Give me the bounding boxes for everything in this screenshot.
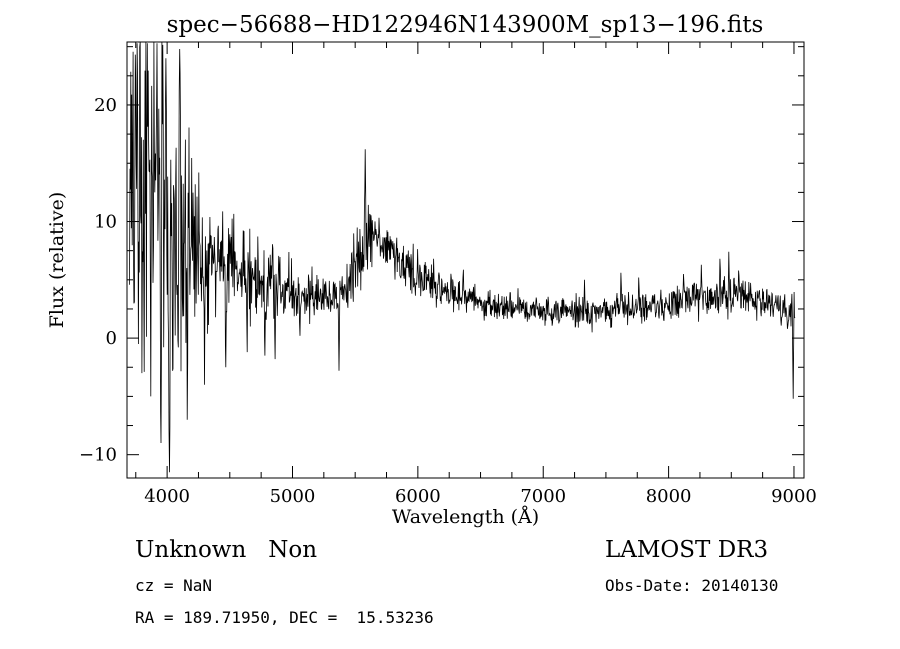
- y-tick-label: −10: [79, 445, 117, 466]
- x-tick-label: 7000: [520, 486, 566, 507]
- x-tick-label: 5000: [270, 486, 316, 507]
- x-tick-label: 6000: [395, 486, 441, 507]
- cz-value-text: cz = NaN: [135, 576, 213, 595]
- x-tick-label: 4000: [144, 486, 190, 507]
- survey-name-text: LAMOST DR3: [605, 537, 769, 563]
- y-tick-label: 0: [106, 328, 117, 349]
- y-tick-label: 20: [94, 95, 117, 116]
- spectrum-line: [129, 41, 796, 473]
- coordinates-text: RA = 189.71950, DEC = 15.53236: [135, 608, 434, 627]
- classification-text: Unknown Non: [135, 537, 318, 563]
- y-tick-label: 10: [94, 212, 117, 233]
- plot-title: spec−56688−HD122946N143900M_sp13−196.fit…: [166, 12, 764, 38]
- x-axis-label: Wavelength (Å): [391, 506, 540, 528]
- x-tick-label: 9000: [771, 486, 817, 507]
- x-tick-label: 8000: [646, 486, 692, 507]
- plot-frame: [126, 41, 805, 479]
- obs-date-text: Obs-Date: 20140130: [605, 576, 779, 595]
